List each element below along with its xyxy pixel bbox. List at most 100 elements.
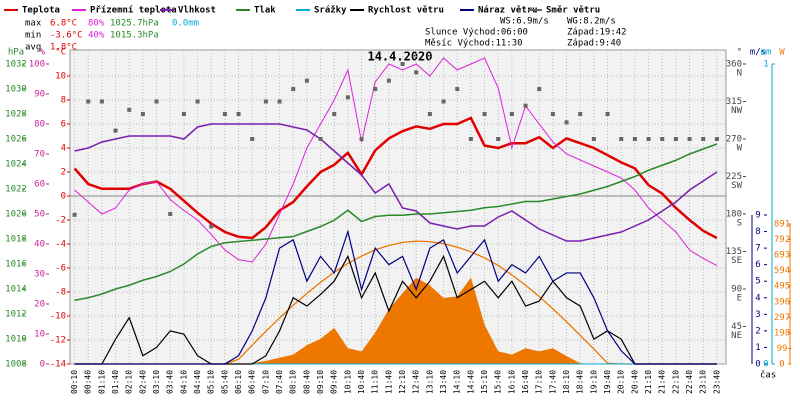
y-tick-label: 45 [731,322,742,332]
direction-point [468,137,473,141]
x-tick-label: 09:10 [316,370,325,394]
direction-label: E [737,294,742,304]
y-tick-label: 4 [755,293,760,303]
x-tick-label: 19:10 [589,370,598,394]
direction-label: NW [731,106,742,116]
x-tick-label: 20:10 [617,370,626,394]
y-tick-label: 1024 [5,160,27,170]
stat-text: 1015.3hPa [110,31,159,41]
x-tick-label: 18:40 [576,370,585,394]
direction-point [250,137,255,141]
legend-label: Přízemní teplota [90,6,177,16]
y-tick-label: 20 [34,300,45,310]
y-tick-label: 4 [61,144,66,154]
direction-point [359,137,364,141]
y-tick-label: 594 [774,266,790,276]
x-tick-label: 12:40 [412,370,421,394]
y-tick-label: 135 [726,247,742,257]
direction-point [482,112,487,116]
y-tick-label: 6 [755,260,760,270]
x-tick-label: 03:10 [152,370,161,394]
x-tick-label: 14:10 [453,370,462,394]
y-tick-label: 10 [55,72,66,82]
x-tick-label: 20:40 [630,370,639,394]
axis-unit: % [40,48,46,58]
y-tick-label: 10 [34,330,45,340]
y-tick-label: -14 [50,360,66,370]
direction-point [605,112,610,116]
legend-label: Náraz větru [478,5,538,16]
x-tick-label: 18:10 [562,370,571,394]
x-tick-label: 10:10 [343,370,352,394]
y-tick-label: 693 [774,251,790,261]
x-tick-label: 22:40 [685,370,694,394]
x-tick-label: 01:40 [111,370,120,394]
x-tick-label: 19:40 [603,370,612,394]
y-tick-label: -12 [50,336,66,346]
radiation-area [74,277,717,364]
y-tick-label: 60 [34,180,45,190]
axis-unit: m/s [750,48,766,58]
y-tick-label: 1030 [5,85,27,95]
x-tick-label: 17:40 [548,370,557,394]
direction-point [591,137,596,141]
info-text: Měsíc Východ:11:30 [425,39,523,49]
info-text: WS:6.9m/s [500,17,549,27]
info-text: WG:8.2m/s [567,17,616,27]
y-tick-label: 40 [34,240,45,250]
x-tick-label: 13:40 [439,370,448,394]
y-tick-label: -10 [50,312,66,322]
x-tick-label: 06:10 [234,370,243,394]
direction-point [72,212,77,217]
legend-label: Srážky [314,6,347,16]
direction-point [127,107,132,112]
direction-label: S [737,219,742,229]
y-tick-label: 891 [774,220,790,230]
series-line [74,143,718,301]
y-tick-label: 2 [755,326,760,336]
direction-point [673,137,678,141]
stat-text: avg [25,43,41,53]
y-tick-label: 1014 [5,285,27,295]
y-tick-label: 70 [34,150,45,160]
direction-point [304,78,309,83]
direction-point [509,112,514,116]
direction-point [660,137,665,141]
x-tick-label: 02:10 [125,370,134,394]
x-tick-label: 13:10 [425,370,434,394]
y-tick-label: 99 [777,344,788,354]
y-tick-label: 100 [29,60,45,70]
y-tick-label: 0 [61,192,66,202]
x-tick-label: 16:10 [507,370,516,394]
y-tick-label: 1008 [5,360,27,370]
y-tick-label: 90 [34,90,45,100]
y-tick-label: 1016 [5,260,27,270]
direction-point [99,99,104,104]
y-tick-label: 270 [726,135,742,145]
series-line [74,254,717,365]
direction-point [195,99,200,104]
direction-point [373,87,378,91]
y-tick-label: 396 [774,297,790,307]
direction-point [441,99,446,104]
legend-label: Rychlost větru [368,5,444,16]
stat-text: 40% [88,31,105,41]
direction-label: SE [731,256,742,266]
direction-point [181,112,186,116]
series-line [73,116,718,240]
direction-point [523,103,528,108]
y-tick-label: 1032 [5,60,27,70]
direction-point [578,112,583,116]
y-tick-label: 30 [34,270,45,280]
y-tick-label: 0 [779,360,784,370]
y-tick-label: 80 [34,120,45,130]
y-tick-label: 1010 [5,335,27,345]
y-tick-label: 6 [61,120,66,130]
y-tick-label: 225 [726,172,742,182]
x-tick-label: 11:10 [371,370,380,394]
direction-label: N [737,69,742,79]
direction-point [332,112,337,116]
y-tick-label: 2 [61,168,66,178]
x-tick-label: 23:40 [712,370,721,394]
direction-point [427,112,432,116]
